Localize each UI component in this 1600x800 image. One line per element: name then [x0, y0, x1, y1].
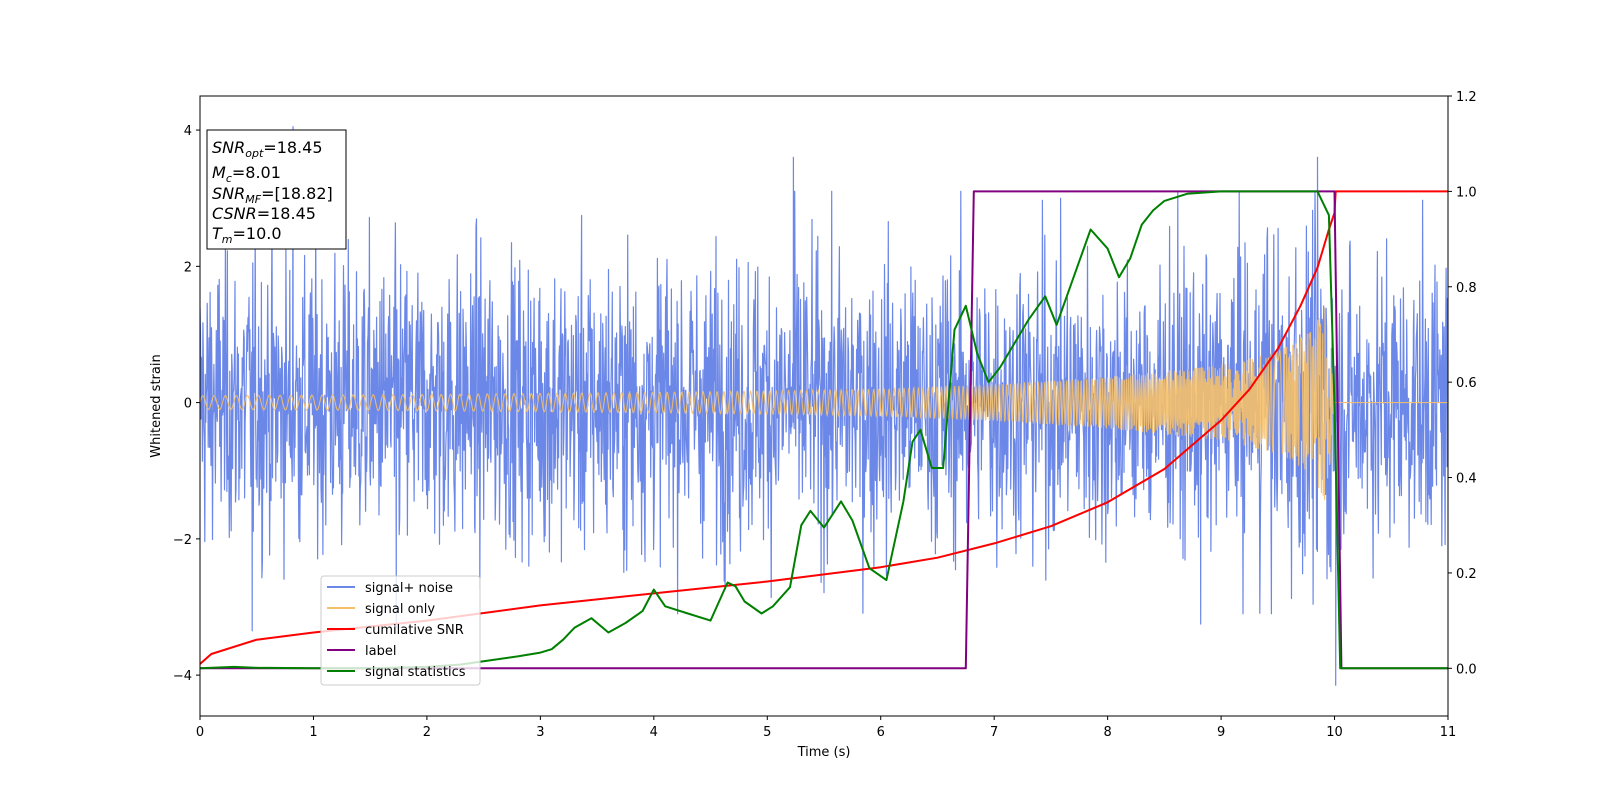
info-snr-mf-sub: MF [245, 193, 261, 206]
y-tick-label: 2 [184, 260, 192, 275]
series-signal-statistics [200, 190, 1448, 670]
x-tick-label: 3 [536, 725, 544, 740]
y2-tick-label: 1.0 [1456, 185, 1477, 200]
legend-box [320, 575, 481, 686]
x-axis-label: Time (s) [797, 745, 851, 760]
legend: signal+ noise signal only cumilative SNR la… [320, 575, 481, 686]
svg-text:SNRMF=[18.82]: SNRMF=[18.82] [212, 184, 333, 206]
svg-text:Tm=10.0: Tm=10.0 [212, 224, 282, 246]
info-box: SNRopt=18.45 Mc=8.01 SNRMF=[18.82] CSNR=… [206, 129, 347, 250]
y-tick-label: 0 [184, 397, 192, 412]
legend-label: signal only [365, 602, 435, 617]
x-tick-label: 9 [1217, 725, 1225, 740]
svg-text:Mc=8.01: Mc=8.01 [212, 163, 281, 185]
ticks-layer: 0 1 2 3 4 5 6 7 8 9 10 11 4 2 0 −2 −4 0.0 0.2 0.4 0.6 0.8 1.0 1… [173, 90, 1477, 740]
y2-tick-label: 0.2 [1456, 567, 1477, 582]
series-signal-only [200, 307, 1448, 501]
x-tick-label: 11 [1440, 725, 1457, 740]
x-tick-label: 0 [196, 725, 204, 740]
y-tick-label: −4 [173, 669, 192, 684]
y-tick-label: −2 [173, 533, 192, 548]
x-tick-label: 6 [877, 725, 885, 740]
x-tick-label: 1 [309, 725, 317, 740]
series-signal-noise [200, 126, 1448, 686]
y2-tick-label: 1.2 [1456, 90, 1477, 105]
y2-tick-label: 0.0 [1456, 662, 1477, 677]
legend-label: cumilative SNR [365, 623, 464, 638]
legend-label: signal statistics [365, 665, 466, 680]
info-tm-value: =10.0 [233, 224, 282, 243]
info-mc-sub: c [226, 172, 232, 185]
info-csnr-base: CSNR [212, 204, 257, 223]
info-snr-opt-value: =18.45 [263, 138, 322, 157]
y2-tick-label: 0.8 [1456, 281, 1477, 296]
plot-frame [199, 95, 1449, 717]
x-tick-label: 10 [1326, 725, 1343, 740]
legend-label: signal+ noise [365, 581, 453, 596]
x-tick-label: 7 [990, 725, 998, 740]
y2-tick-label: 0.6 [1456, 376, 1477, 391]
x-tick-label: 4 [650, 725, 658, 740]
info-mc-value: =8.01 [232, 163, 281, 182]
svg-text:CSNR=18.45: CSNR=18.45 [212, 204, 316, 223]
info-snr-opt-sub: opt [245, 147, 264, 160]
x-tick-label: 2 [423, 725, 431, 740]
y2-tick-label: 0.4 [1456, 472, 1477, 487]
y-tick-label: 4 [184, 124, 192, 139]
x-tick-label: 8 [1103, 725, 1111, 740]
info-snr-mf-value: =[18.82] [261, 184, 333, 203]
info-mc-base: M [212, 163, 226, 182]
legend-label: label [365, 644, 396, 659]
y-axis-label: Whitened strain [149, 354, 164, 457]
info-csnr-value: =18.45 [257, 204, 316, 223]
info-snr-mf-base: SNR [212, 184, 245, 203]
svg-text:SNRopt=18.45: SNRopt=18.45 [212, 138, 323, 160]
x-tick-label: 5 [763, 725, 771, 740]
info-tm-base: T [212, 224, 223, 243]
info-snr-opt-base: SNR [212, 138, 245, 157]
info-tm-sub: m [222, 233, 233, 246]
